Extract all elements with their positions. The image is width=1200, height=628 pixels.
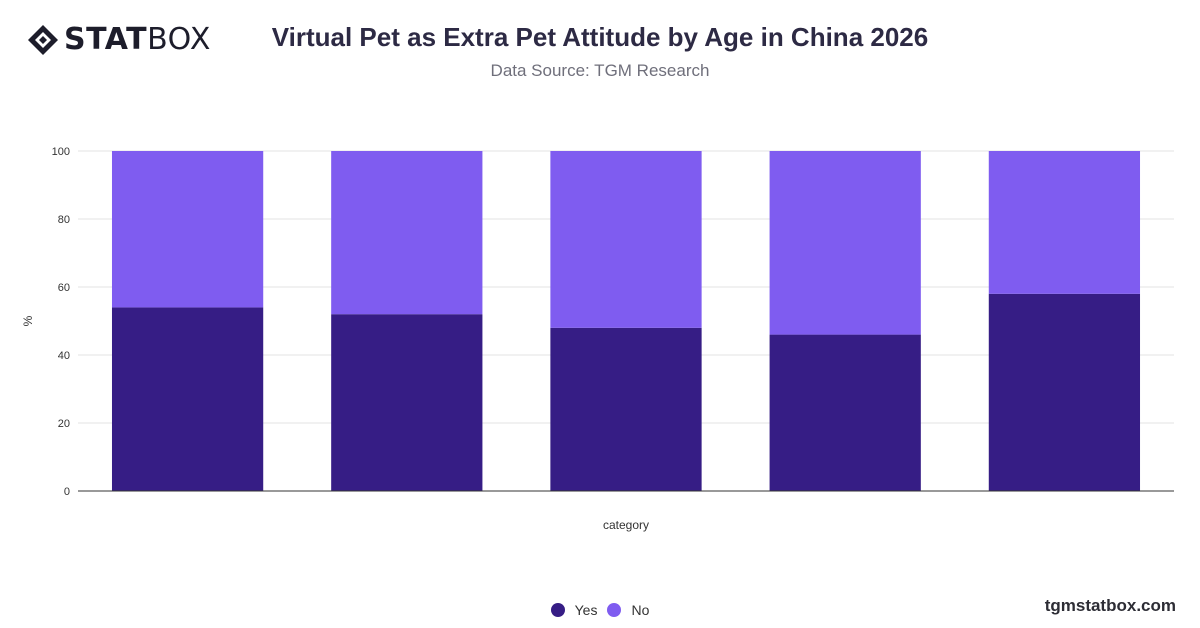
bar-no-1[interactable] (111, 151, 264, 308)
bar-yes-5[interactable] (988, 293, 1141, 491)
bars (111, 151, 1141, 491)
legend-label-yes: Yes (574, 602, 598, 618)
watermark-link[interactable]: tgmstatbox.com (1044, 596, 1176, 615)
bar-no-4[interactable] (769, 151, 921, 335)
bar-no-2[interactable] (331, 151, 483, 315)
statbox-logo[interactable]: STATBOX (26, 22, 211, 58)
chart-title: Virtual Pet as Extra Pet Attitude by Age… (271, 22, 929, 52)
legend-swatch-no (607, 603, 622, 617)
chart-legend: Yes No (0, 602, 1200, 618)
legend-item-no[interactable]: No (607, 602, 649, 618)
y-tick-label: 80 (58, 214, 70, 226)
chart-subtitle: Data Source: TGM Research (490, 61, 710, 80)
bar-yes-3[interactable] (550, 327, 702, 491)
y-tick-label: 40 (58, 350, 70, 362)
bar-yes-1[interactable] (111, 307, 264, 491)
y-tick-label: 0 (64, 486, 70, 498)
y-tick-label: 20 (58, 418, 70, 430)
bar-no-3[interactable] (550, 151, 702, 328)
logo-wordmark: STATBOX (64, 22, 211, 57)
legend-swatch-yes (550, 603, 565, 617)
bar-yes-2[interactable] (331, 314, 483, 491)
legend-item-yes[interactable]: Yes (550, 602, 598, 618)
y-tick-label: 100 (52, 146, 70, 158)
x-axis-title: category (603, 518, 649, 532)
y-axis-title: % (21, 315, 35, 326)
y-tick-label: 60 (58, 282, 70, 294)
axes: 0 20 40 60 80 100 (52, 146, 1174, 498)
bar-yes-4[interactable] (769, 334, 921, 491)
legend-label-no: No (631, 602, 650, 618)
diamond-logo-icon (28, 25, 58, 55)
bar-no-5[interactable] (988, 151, 1141, 294)
